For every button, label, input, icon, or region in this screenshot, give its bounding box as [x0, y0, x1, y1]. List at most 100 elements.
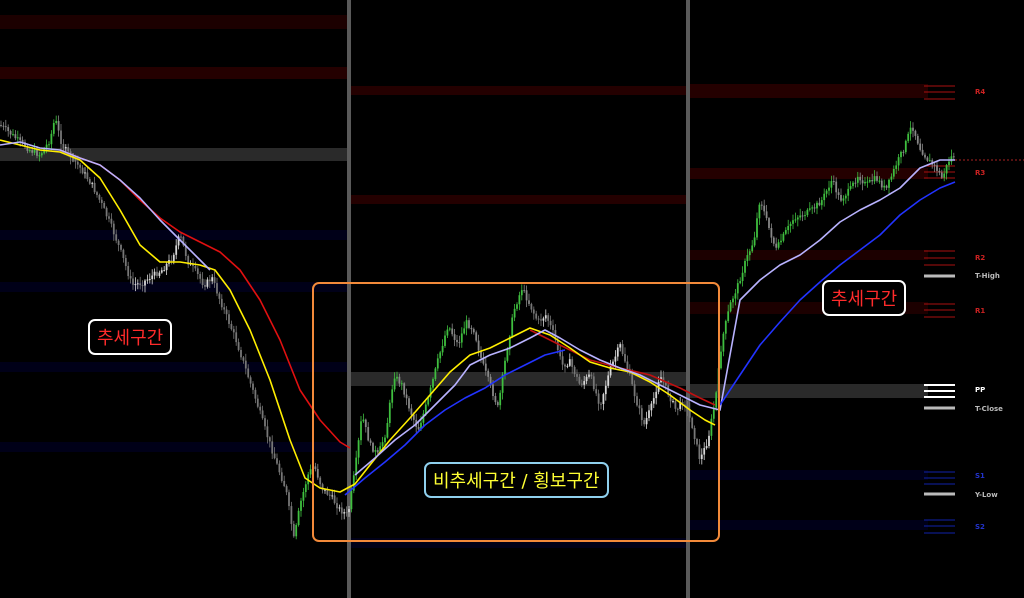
candle-body — [530, 303, 533, 310]
candle-body — [837, 192, 840, 195]
candle-body — [868, 180, 871, 182]
candle-body — [727, 311, 730, 322]
candle-body — [890, 176, 893, 180]
candle-body — [211, 277, 214, 282]
candle-body — [50, 133, 53, 145]
candle-body — [388, 402, 391, 424]
candle-body — [876, 176, 878, 181]
candle-body — [847, 188, 850, 196]
candle-body — [499, 392, 502, 406]
candle-body — [458, 342, 461, 344]
candle-body — [216, 283, 218, 294]
candle-body — [4, 126, 7, 128]
level-label-r2: R2 — [975, 254, 986, 262]
candle-body — [362, 419, 365, 422]
candle-body — [242, 357, 245, 361]
candle-body — [336, 503, 338, 509]
candle-body — [614, 356, 617, 362]
candle-body — [38, 155, 41, 157]
level-label-t-close: T-Close — [975, 405, 1003, 413]
candle-body — [708, 435, 710, 447]
candle-body — [367, 427, 370, 441]
candle-body — [825, 190, 828, 194]
candle-body — [463, 328, 466, 334]
candle-body — [14, 134, 17, 139]
candle-body — [952, 156, 955, 158]
candle-body — [240, 349, 242, 358]
candle-body — [338, 507, 341, 509]
candle-body — [340, 507, 343, 514]
candle-body — [249, 377, 252, 384]
candle-body — [751, 245, 754, 252]
candle-body — [904, 140, 907, 153]
candle-body — [631, 373, 634, 385]
level-label-y-low: Y-Low — [975, 491, 998, 499]
candle-body — [64, 147, 67, 149]
candle-body — [900, 151, 902, 158]
candle-body — [192, 263, 194, 267]
candle-body — [470, 327, 473, 330]
candle-body — [513, 308, 516, 318]
candle-body — [501, 374, 504, 393]
candle-body — [801, 215, 804, 217]
candle-body — [943, 173, 946, 178]
candle-body — [914, 130, 917, 136]
candle-body — [588, 374, 590, 377]
candle-body — [602, 394, 605, 404]
candle-body — [136, 283, 139, 285]
candle-body — [693, 427, 696, 439]
candle-body — [883, 185, 886, 188]
candle-body — [736, 283, 739, 294]
candle-body — [760, 204, 763, 206]
candle-body — [571, 359, 574, 367]
candle-body — [451, 328, 454, 335]
candle-body — [163, 270, 166, 272]
candle-body — [688, 409, 691, 418]
candle-body — [496, 402, 499, 406]
candle-body — [928, 160, 931, 162]
candle-body — [196, 268, 199, 274]
level-label-r4: R4 — [975, 88, 986, 96]
candle-body — [604, 385, 607, 395]
candle-body — [645, 418, 648, 425]
candle-body — [117, 240, 120, 245]
candle-body — [460, 333, 463, 343]
candle-body — [417, 427, 420, 430]
candle-body — [465, 320, 468, 329]
candle-body — [748, 251, 751, 256]
candle-body — [700, 454, 703, 459]
candle-body — [830, 181, 833, 188]
candle-body — [302, 492, 305, 501]
candle-body — [122, 249, 125, 259]
candle-body — [753, 237, 756, 246]
candle-body — [568, 359, 571, 366]
range-zone-box — [312, 282, 720, 542]
candle-body — [391, 389, 394, 403]
candle-body — [758, 204, 761, 219]
candle-body — [429, 387, 432, 398]
candle-body — [160, 270, 163, 273]
candle-body — [420, 422, 422, 430]
candle-body — [182, 236, 185, 246]
candle-body — [662, 377, 665, 383]
candle-body — [528, 300, 530, 304]
candle-body — [316, 469, 319, 478]
candle-body — [276, 458, 278, 464]
candle-body — [21, 139, 24, 143]
candle-body — [0, 125, 2, 126]
candle-body — [806, 209, 809, 216]
candle-body — [45, 144, 48, 149]
candle-body — [2, 125, 5, 127]
candle-body — [436, 358, 439, 369]
candle-body — [676, 408, 679, 410]
candle-body — [285, 486, 288, 493]
candle-body — [259, 406, 262, 411]
candle-body — [352, 475, 355, 491]
candle-body — [763, 205, 766, 212]
candle-body — [787, 225, 790, 231]
candle-body — [144, 280, 146, 286]
candle-body — [607, 375, 610, 386]
candle-body — [36, 149, 38, 156]
candle-body — [441, 345, 444, 353]
candle-body — [134, 284, 137, 286]
